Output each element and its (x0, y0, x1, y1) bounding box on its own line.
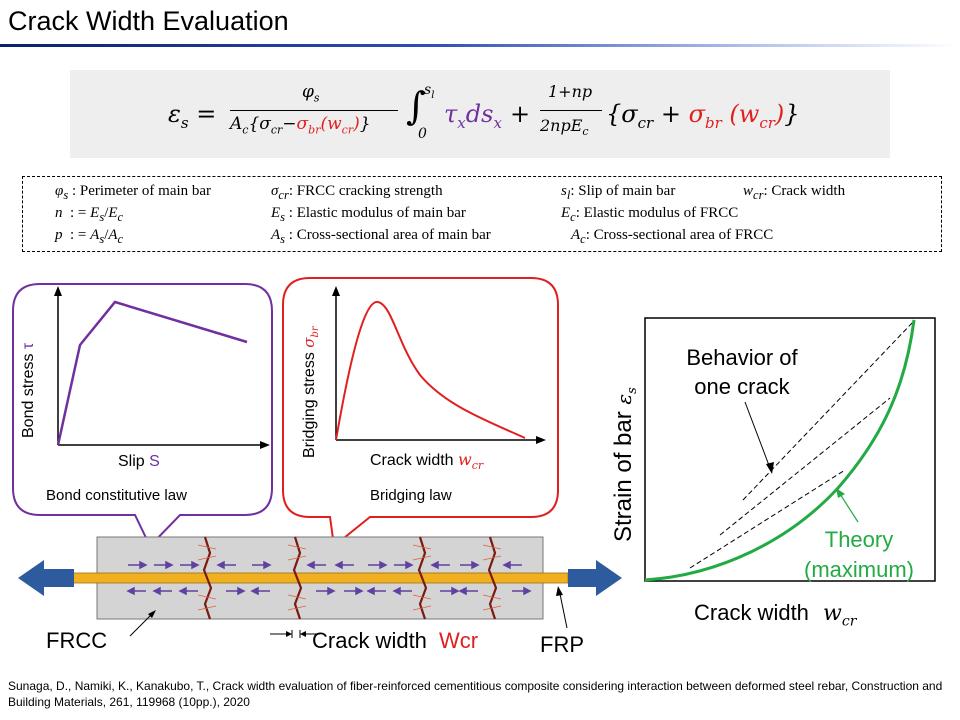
reference-citation: Sunaga, D., Namiki, K., Kanakubo, T., Cr… (8, 679, 943, 709)
formula-box: εs = φs Ac{σcr−σbr(wcr)} ∫ sl 0 τxdsx + … (70, 70, 890, 158)
bond-ylabel: Bond stress τ (20, 343, 38, 438)
crack-1 (202, 536, 213, 620)
crack-width-symbol: Wcr (439, 628, 479, 653)
formula-denominator-2: 2npEc (540, 116, 589, 139)
bond-arrows (126, 560, 532, 596)
bridging-xlabel-text: Crack width (370, 452, 454, 469)
crack-3 (417, 536, 428, 620)
bridging-callout-bubble (282, 277, 559, 548)
bridging-y-arrowhead (332, 286, 340, 296)
fiber-bridging-marks (197, 544, 502, 611)
bond-ylabel-text: Bond stress (20, 353, 37, 438)
frp-leader (559, 593, 568, 629)
crack-4 (487, 536, 498, 620)
bridging-curve (335, 300, 526, 441)
formula-numerator-1: φs (302, 82, 320, 105)
strain-ylabel-text: Strain of bar (610, 411, 637, 542)
crack-width-label-text: Crack width (312, 628, 427, 653)
definitions-box: φs : Perimeter of main bar σcr: FRCC cra… (22, 176, 942, 252)
frcc-label: FRCC (46, 628, 108, 653)
theory-curve (644, 319, 916, 582)
definition-as: As : Cross-sectional area of main bar (271, 227, 491, 246)
bond-callout-bubble (12, 283, 273, 548)
strain-ylabel-symbol: εs (612, 387, 640, 405)
crack-dimension-arrowhead-r (300, 631, 306, 637)
definition-sigma-cr: σcr: FRCC cracking strength (271, 183, 443, 202)
definition-p: p : = As/Ac (55, 227, 124, 246)
bridging-ylabel-text: Bridging stress (301, 352, 318, 458)
definition-sl: sl: Slip of main bar (561, 183, 676, 202)
theory-annotation-line2: (maximum) (804, 557, 914, 582)
left-end-arrow (18, 560, 74, 596)
tangent-line-2 (719, 397, 891, 536)
strain-xlabel-text: Crack width (694, 600, 809, 625)
bond-xlabel: Slip S (118, 453, 160, 471)
formula-fraction-bar-1 (230, 110, 398, 111)
definition-ec: Ec: Elastic modulus of FRCC (561, 205, 739, 224)
theory-annotation-line1: Theory (824, 527, 894, 552)
one-crack-annotation: Behavior of one crack (672, 343, 812, 401)
formula-integral-upper: sl (424, 82, 435, 101)
formula-denominator-1: Ac{σcr−σbr(wcr)} (230, 114, 371, 137)
frp-label: FRP (540, 632, 584, 657)
tangent-line-3 (689, 469, 846, 569)
definition-phi: φs : Perimeter of main bar (55, 183, 212, 202)
frcc-leader (129, 613, 153, 637)
one-crack-annotation-line2: one crack (694, 374, 790, 399)
crack-width-label: Crack width Wcr (312, 628, 478, 654)
formula-integral: ∫ (406, 84, 426, 128)
strain-xlabel: Crack width wcr (694, 600, 856, 629)
bond-y-arrowhead (54, 286, 62, 296)
bridging-x-arrowhead (536, 436, 546, 444)
formula-numerator-2: 1+np (548, 82, 593, 101)
bond-caption: Bond constitutive law (46, 487, 187, 504)
frp-leader-arrowhead (556, 586, 563, 596)
frcc-leader-arrowhead (148, 610, 156, 618)
crack-dimension-arrowhead-l (286, 631, 292, 637)
definition-ac: Ac: Cross-sectional area of FRCC (571, 227, 774, 246)
definition-n: n : = Es/Ec (55, 205, 124, 224)
theory-annotation: Theory (maximum) (790, 525, 928, 585)
title-underline (0, 44, 960, 47)
bond-curve (56, 300, 248, 446)
theory-leader-arrowhead (836, 488, 845, 498)
formula-fraction-bar-2 (540, 110, 602, 111)
definition-es: Es : Elastic modulus of main bar (271, 205, 466, 224)
bridging-xlabel: Crack width wcr (370, 450, 483, 472)
strain-xlabel-symbol: wcr (823, 601, 857, 630)
right-end-arrow (568, 560, 622, 596)
bond-xlabel-text: Slip (118, 453, 145, 470)
bond-xlabel-symbol: S (149, 453, 160, 470)
definition-wcr: wcr: Crack width (743, 183, 846, 202)
formula-tail: {σcr + σbr (wcr)} (606, 100, 800, 132)
bridging-xlabel-symbol: wcr (458, 450, 484, 473)
strain-ylabel: Strain of bar εs (610, 387, 640, 542)
one-crack-leader-arrowhead (766, 462, 774, 474)
bridging-caption: Bridging law (370, 487, 452, 504)
formula-integral-lower: 0 (418, 126, 427, 142)
bridging-ylabel: Bridging stress σbr (300, 326, 321, 458)
formula-integrand: τxdsx (444, 100, 502, 132)
strain-chart-frame (644, 317, 936, 582)
crack-2 (292, 536, 303, 620)
bond-ylabel-symbol: τ (20, 342, 37, 350)
one-crack-annotation-line1: Behavior of (686, 345, 798, 370)
bridging-ylabel-symbol: σbr (300, 326, 321, 348)
formula-plus: + (510, 100, 531, 128)
one-crack-leader (744, 401, 771, 469)
formula-lhs: εs = (168, 100, 217, 132)
theory-leader (839, 493, 859, 523)
bond-x-arrowhead (260, 441, 270, 449)
slide-title: Crack Width Evaluation (8, 6, 289, 36)
